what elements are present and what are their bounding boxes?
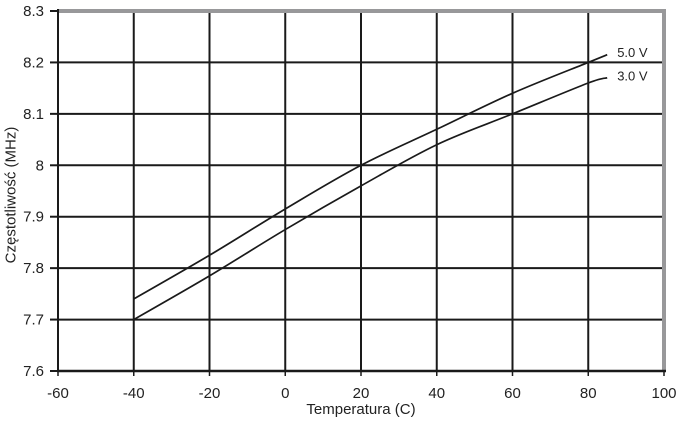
y-tick-label: 7.7 (23, 312, 44, 329)
x-axis-title: Temperatura (C) (306, 401, 416, 418)
series-label-5-0-v: 5.0 V (617, 45, 648, 60)
y-tick-label: 8.2 (23, 54, 44, 71)
series-line-5-0-v (133, 53, 608, 300)
y-axis-title: Częstotliwość (MHz) (2, 126, 20, 264)
x-tick-label: 80 (580, 385, 597, 402)
series-label-3-0-v: 3.0 V (617, 68, 648, 83)
y-tick-label: 8 (36, 157, 44, 174)
x-tick-label: 100 (651, 385, 676, 402)
y-tick-label: 8.3 (23, 3, 44, 20)
x-tick-label: 40 (428, 385, 445, 402)
y-tick-label: 7.9 (23, 209, 44, 226)
x-tick-label: 60 (504, 385, 521, 402)
y-tick-label: 7.6 (23, 363, 44, 380)
x-tick-label: -40 (123, 385, 145, 402)
x-tick-label: -60 (47, 385, 69, 402)
x-tick-label: 20 (353, 385, 370, 402)
x-tick-label: -20 (199, 385, 221, 402)
x-tick-label: 0 (281, 385, 289, 402)
series-line-3-0-v (133, 77, 608, 321)
y-tick-label: 8.1 (23, 106, 44, 123)
y-tick-label: 7.8 (23, 260, 44, 277)
